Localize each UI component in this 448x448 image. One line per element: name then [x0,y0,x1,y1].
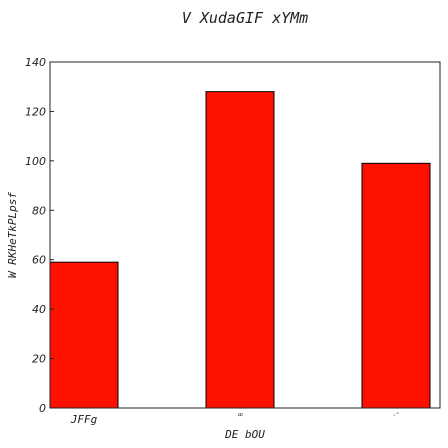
plot-frame [49,61,441,409]
bars-group [49,91,431,409]
bar-2 [361,162,431,409]
y-axis-label: W RKHeTkPLpsf [6,192,19,278]
y-tick-label-2: 40 [32,303,46,316]
x-tick-label-0: JFFg [70,413,98,426]
y-tick-label-7: 140 [25,56,46,69]
y-tick-label-0: 0 [39,402,46,415]
y-tick-label-5: 100 [25,155,46,168]
y-tick-label-3: 60 [32,254,46,267]
y-tick-label-1: 20 [32,353,46,366]
x-axis: JFFg ꝏ ᵥᵐ [70,412,399,426]
bar-0 [49,261,119,409]
x-tick-label-2: ᵥᵐ [393,412,399,418]
y-tick-label-6: 120 [25,105,46,118]
x-axis-label: DE bOU [224,428,265,441]
chart-title: V XudaGIF xYMm [182,9,308,27]
x-tick-label-1: ꝏ [237,412,243,418]
bar-1 [205,91,275,409]
y-tick-label-4: 80 [32,204,46,217]
y-axis: 0 20 40 60 80 100 120 140 [25,56,54,415]
